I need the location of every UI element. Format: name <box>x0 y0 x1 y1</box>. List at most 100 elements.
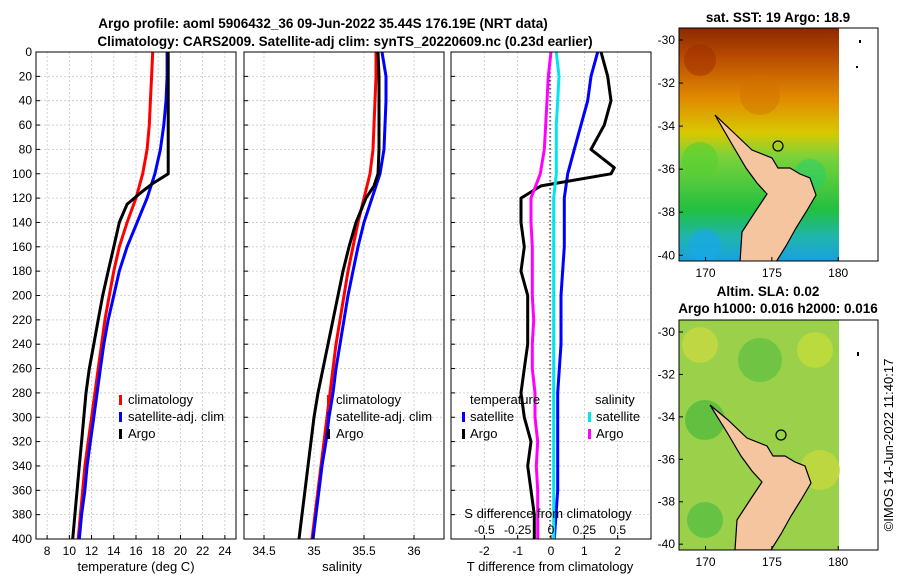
sla-map-title-line1: Altim. SLA: 0.02 <box>717 284 820 299</box>
x-tick-label: 24 <box>218 544 232 558</box>
map-x-tick-label: 180 <box>828 266 848 280</box>
sla-patch <box>682 327 718 363</box>
map-y-tick-label: -40 <box>658 248 676 262</box>
map-y-tick-label: -38 <box>658 495 676 509</box>
figure-title-line1: Argo profile: aoml 5906432_36 09-Jun-202… <box>98 16 547 31</box>
top-tick-label: 0.25 <box>573 523 597 537</box>
y-tick-label: 240 <box>12 337 32 351</box>
island-marker <box>856 66 858 68</box>
y-tick-label: 260 <box>12 362 32 376</box>
y-tick-label: 140 <box>12 215 32 229</box>
legend-swatch-climatology <box>327 395 330 405</box>
legend-swatch-climatology <box>119 395 122 405</box>
series-line-temperature-satellite <box>552 52 600 539</box>
sst-map-title: sat. SST: 19 Argo: 18.9 <box>706 10 850 25</box>
y-tick-label: 80 <box>19 142 33 156</box>
sla-patch <box>738 338 782 382</box>
legend-title-salinity: salinity <box>595 392 635 407</box>
salinity-panel: 34.5 35 35.5 36 salinity climatology satell… <box>243 51 445 574</box>
legend-label-argo: Argo <box>336 426 363 441</box>
y-tick-label: 60 <box>19 118 33 132</box>
x-tick-label: 0 <box>548 544 555 558</box>
map-x-tick-label: 170 <box>696 266 716 280</box>
y-tick-label: 200 <box>12 289 32 303</box>
y-tick-label: 300 <box>12 410 32 424</box>
sst-warm-patch <box>740 75 780 115</box>
figure-title-line2: Climatology: CARS2009. Satellite-adj cli… <box>97 34 592 49</box>
legend-title-temperature: temperature <box>470 392 540 407</box>
series-line-argo <box>297 52 381 539</box>
x-tick-label: 35 <box>307 544 321 558</box>
x-tick-label: 16 <box>129 544 143 558</box>
salinity-xlabel: salinity <box>322 559 362 574</box>
legend-swatch-s-argo <box>588 429 591 439</box>
sst-cool-patch <box>689 229 721 261</box>
x-tick-label: 35.5 <box>352 544 376 558</box>
top-tick-label: -0.25 <box>504 523 532 537</box>
x-tick-label: 1 <box>581 544 588 558</box>
map-y-tick-label: -34 <box>658 119 676 133</box>
legend-swatch-s-satellite <box>588 412 591 422</box>
legend-label-argo: Argo <box>128 426 155 441</box>
series-line-argo <box>71 52 170 539</box>
temperature-xlabel: temperature (deg C) <box>77 559 194 574</box>
difference-panel: -2 -1 0 1 2 -0.5 -0.25 0 0.25 0.5 S difference f… <box>450 51 652 574</box>
series-line-temperature-argo <box>519 52 616 539</box>
map-x-tick-label: 175 <box>762 266 782 280</box>
sla-map-frame <box>678 319 879 551</box>
argo-location-marker <box>772 140 784 152</box>
x-tick-label: 18 <box>152 544 166 558</box>
sst-land <box>714 114 817 261</box>
y-tick-label: 280 <box>12 386 32 400</box>
x-tick-label: 22 <box>196 544 210 558</box>
series-line-climatology <box>76 52 155 539</box>
y-tick-label: 320 <box>12 435 32 449</box>
y-tick-label: 40 <box>19 94 33 108</box>
salinity-legend: climatology satellite-adj. clim Argo <box>327 392 432 441</box>
sla-land <box>709 404 812 550</box>
difference-legend: temperature satellite Argo salinity sate… <box>462 392 640 441</box>
y-tick-label: 380 <box>12 508 32 522</box>
map-y-tick-label: -36 <box>658 452 676 466</box>
watermark: ©IMOS 14-Jun-2022 11:40:17 <box>881 359 896 532</box>
y-tick-label: 0 <box>25 45 32 59</box>
legend-swatch-argo <box>327 429 330 439</box>
legend-swatch-t-argo <box>462 429 465 439</box>
x-tick-label: 8 <box>44 544 51 558</box>
map-y-tick-label: -30 <box>658 325 676 339</box>
sla-patch <box>797 332 833 368</box>
legend-label-t-argo: Argo <box>470 426 497 441</box>
map-x-tick-label: 175 <box>762 555 782 569</box>
x-tick-label: 10 <box>63 544 77 558</box>
sst-green-patch <box>682 142 718 178</box>
x-tick-label: -2 <box>479 544 490 558</box>
top-tick-label: 0.5 <box>609 523 626 537</box>
map-y-tick-label: -30 <box>658 33 676 47</box>
series-line-salinity-satellite <box>552 52 561 539</box>
sla-patch <box>687 502 723 538</box>
y-tick-label: 120 <box>12 191 32 205</box>
map-y-tick-label: -38 <box>658 205 676 219</box>
y-tick-label: 160 <box>12 240 32 254</box>
map-y-tick-label: -32 <box>658 76 676 90</box>
sst-map-panel: sat. SST: 19 Argo: 18.9 170 175 180 -30 -32 -… <box>658 10 879 280</box>
y-tick-label: 100 <box>12 167 32 181</box>
map-y-tick-label: -36 <box>658 162 676 176</box>
legend-swatch-t-satellite <box>462 412 465 422</box>
series-line-satellite-adj-clim <box>77 52 169 539</box>
y-tick-label: 180 <box>12 264 32 278</box>
temperature-legend: climatology satellite-adj. clim Argo <box>119 392 224 441</box>
legend-swatch-satellite <box>327 412 330 422</box>
series-line-salinity-argo <box>529 52 553 539</box>
s-difference-label: S difference from climatology <box>464 506 632 521</box>
x-tick-label: 36 <box>407 544 421 558</box>
legend-label-s-satellite: satellite <box>596 409 640 424</box>
x-tick-label: 2 <box>614 544 621 558</box>
y-tick-label: 20 <box>19 69 33 83</box>
y-tick-label: 340 <box>12 459 32 473</box>
map-x-tick-label: 180 <box>828 555 848 569</box>
x-tick-label: 20 <box>174 544 188 558</box>
sla-map-panel: Altim. SLA: 0.02 Argo h1000: 0.016 h2000… <box>658 284 879 569</box>
legend-swatch-argo <box>119 429 122 439</box>
y-tick-label: 360 <box>12 483 32 497</box>
